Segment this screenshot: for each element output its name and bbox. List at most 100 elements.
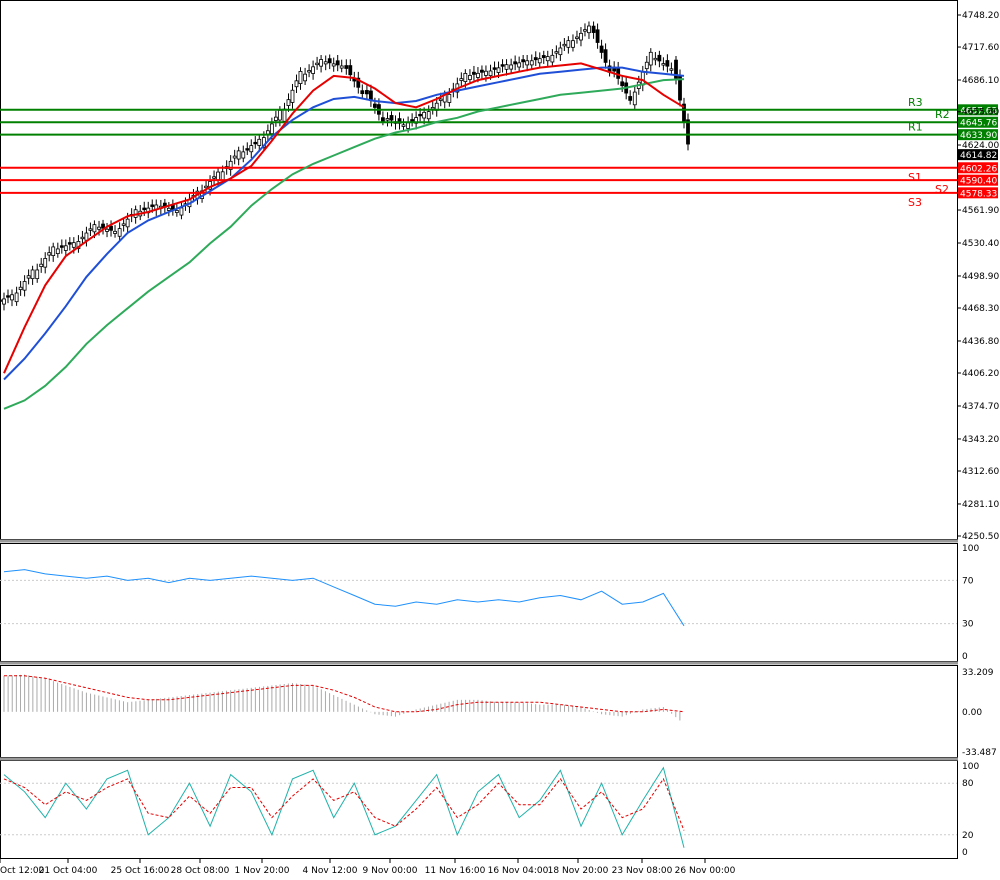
candle-body xyxy=(273,116,278,121)
candle-body xyxy=(39,263,44,267)
candle-body xyxy=(331,63,336,67)
candle-body xyxy=(109,225,113,231)
candle-body xyxy=(599,45,604,53)
rsi-tick-label: 30 xyxy=(962,620,974,630)
candle-body xyxy=(63,245,68,251)
candle-body xyxy=(484,70,488,76)
time-tick-label: 28 Oct 08:00 xyxy=(171,866,230,876)
candle-body xyxy=(587,25,591,34)
macd-tick-label: 0.00 xyxy=(962,708,982,718)
candle-body xyxy=(500,64,505,67)
candle-body xyxy=(166,207,171,211)
time-tick-label: 16 Nov 04:00 xyxy=(488,866,549,876)
candle-body xyxy=(121,223,126,226)
ma-slow-line xyxy=(3,78,685,410)
candle-body xyxy=(10,294,14,301)
rsi-tick-label: 70 xyxy=(962,576,974,586)
candle-body xyxy=(492,67,497,70)
candle-body xyxy=(113,230,117,234)
macd-signal-line xyxy=(4,675,685,713)
candle-body xyxy=(562,43,567,47)
candle-body xyxy=(174,210,179,213)
price-tick-label: 4281.10 xyxy=(962,500,999,510)
support-price-label: 4578.33 xyxy=(960,189,997,199)
time-tick-label: 1 Nov 20:00 xyxy=(235,866,290,876)
candle-body xyxy=(541,55,546,59)
candle-body xyxy=(298,71,303,84)
support-label-s2: S2 xyxy=(935,183,949,196)
candle-body xyxy=(488,70,493,77)
candle-body xyxy=(550,54,555,63)
price-tick-label: 4343.20 xyxy=(962,435,999,445)
candle-body xyxy=(517,62,522,68)
candle-body xyxy=(253,141,258,145)
stochastic-panel xyxy=(0,760,958,859)
candle-body xyxy=(509,64,514,70)
candle-body xyxy=(269,123,274,135)
time-tick-label: 21 Oct 04:00 xyxy=(39,866,98,876)
support-price-label: 4602.26 xyxy=(960,164,997,174)
price-tick-label: 4312.60 xyxy=(962,467,999,477)
candle-body xyxy=(537,58,542,64)
candle-body xyxy=(571,40,575,48)
candle-body xyxy=(397,118,402,124)
candle-body xyxy=(385,118,390,121)
time-tick-label: 25 Oct 16:00 xyxy=(111,866,170,876)
candle-body xyxy=(204,185,208,189)
price-tick-label: 4561.90 xyxy=(962,206,999,216)
candle-body xyxy=(529,60,534,66)
candle-body xyxy=(504,64,509,70)
candle-body xyxy=(290,89,295,103)
price-tick-label: 4748.20 xyxy=(962,11,999,21)
candle-body xyxy=(591,25,596,33)
rsi-panel xyxy=(0,543,958,662)
candle-body xyxy=(339,65,344,69)
candle-body xyxy=(583,29,587,32)
candle-body xyxy=(88,228,93,231)
stochastic-tick-label: 0 xyxy=(962,848,968,858)
candle-body xyxy=(579,32,583,41)
stochastic-k-line xyxy=(3,766,685,848)
candle-body xyxy=(80,236,85,240)
candle-body xyxy=(282,108,287,122)
candle-body xyxy=(661,63,666,66)
candle-body xyxy=(472,71,476,75)
candle-body xyxy=(294,80,299,88)
candle-body xyxy=(241,151,246,159)
price-tick-label: 4530.40 xyxy=(962,239,999,249)
resistance-price-tag xyxy=(958,104,998,116)
candle-body xyxy=(101,223,105,229)
candle-body xyxy=(142,207,147,211)
price-panel xyxy=(0,0,958,540)
time-tick-label: 18 Nov 20:00 xyxy=(548,866,609,876)
macd-tick-label: 33.209 xyxy=(962,668,994,678)
rsi-tick-label: 100 xyxy=(962,544,979,554)
time-tick-label: 11 Nov 16:00 xyxy=(425,866,486,876)
candle-body xyxy=(71,242,76,248)
candle-body xyxy=(97,226,101,230)
resistance-price-tag xyxy=(958,116,998,128)
time-tick-label: 23 Nov 08:00 xyxy=(612,866,673,876)
candle-body xyxy=(554,51,559,54)
candle-body xyxy=(632,91,637,106)
stochastic-d-line xyxy=(3,777,685,831)
candle-body xyxy=(389,115,394,121)
candle-body xyxy=(344,65,349,69)
candle-body xyxy=(686,119,690,145)
candle-body xyxy=(59,245,64,248)
candle-body xyxy=(365,90,369,95)
price-tick-label: 4436.80 xyxy=(962,337,999,347)
candle-body xyxy=(348,65,353,76)
candle-body xyxy=(303,73,307,82)
stochastic-tick-label: 80 xyxy=(962,779,974,789)
candle-body xyxy=(327,58,332,64)
candle-body xyxy=(84,232,89,241)
candle-body xyxy=(463,73,468,82)
candle-body xyxy=(2,298,6,305)
candle-body xyxy=(525,60,530,66)
candle-body xyxy=(286,99,291,106)
candle-body xyxy=(257,138,262,146)
price-tick-label: 4498.90 xyxy=(962,272,999,282)
candle-body xyxy=(105,228,109,232)
